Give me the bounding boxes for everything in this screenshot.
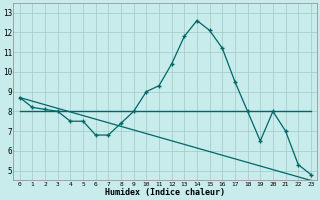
- X-axis label: Humidex (Indice chaleur): Humidex (Indice chaleur): [105, 188, 225, 197]
